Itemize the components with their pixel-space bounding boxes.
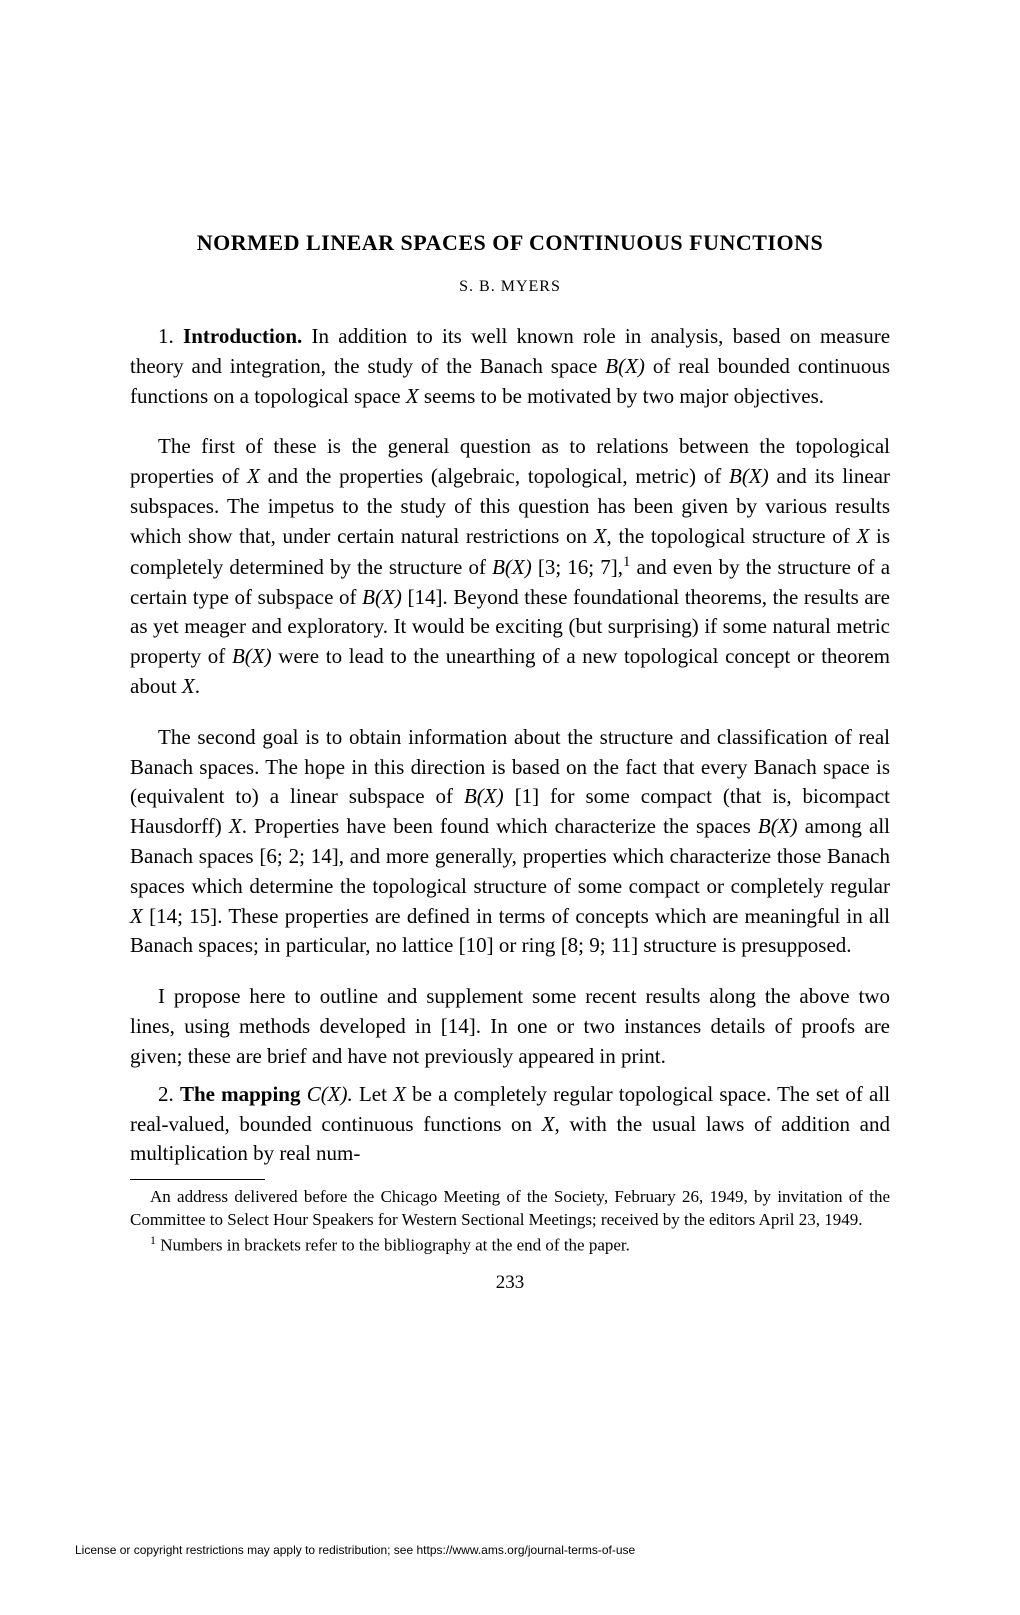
text-fragment: seems to be motivated by two major objec… [419, 384, 824, 408]
footnote-2-text: Numbers in brackets refer to the bibliog… [156, 1236, 630, 1255]
ref-citation: [8; 9; 11] [561, 933, 638, 957]
math-bx: B(X) [729, 464, 769, 488]
ref-citation: [14; 15] [149, 904, 217, 928]
paper-author: S. B. MYERS [130, 278, 890, 296]
footnote-2: 1 Numbers in brackets refer to the bibli… [130, 1232, 890, 1258]
ref-citation: [6; 2; 14] [259, 844, 338, 868]
section-2-number: 2. [158, 1082, 174, 1106]
section-1-paragraph-4: I propose here to outline and supplement… [130, 982, 890, 1071]
section-1-paragraph-3: The second goal is to obtain information… [130, 723, 890, 962]
text-fragment: . Properties have been found which chara… [242, 814, 758, 838]
section-2-heading-math: C(X). [307, 1082, 353, 1106]
ref-citation: [14] [441, 1014, 476, 1038]
math-bx: B(X) [464, 784, 504, 808]
math-x: X [229, 814, 242, 838]
math-x: X [542, 1112, 555, 1136]
math-x: X [130, 904, 143, 928]
section-1-number: 1. [158, 324, 174, 348]
page-number: 233 [130, 1272, 890, 1294]
license-notice: License or copyright restrictions may ap… [75, 1543, 635, 1557]
ref-citation: [3; 16; 7], [538, 555, 623, 579]
section-1-paragraph-2: The first of these is the general questi… [130, 432, 890, 701]
math-bx: B(X) [605, 354, 645, 378]
math-x: X [406, 384, 419, 408]
section-2-heading: The mapping [180, 1082, 301, 1106]
section-1-paragraph-1: 1. Introduction. In addition to its well… [130, 322, 890, 411]
ref-citation: [10] [459, 933, 494, 957]
text-fragment: . [195, 674, 200, 698]
section-2-paragraph-1: 2. The mapping C(X). Let X be a complete… [130, 1080, 890, 1169]
text-fragment: , the topological structure of [607, 524, 857, 548]
math-bx: B(X) [232, 644, 272, 668]
math-x: X [856, 524, 869, 548]
section-1-heading: Introduction. [183, 324, 302, 348]
math-bx: B(X) [758, 814, 798, 838]
page-container: NORMED LINEAR SPACES OF CONTINUOUS FUNCT… [0, 0, 1020, 1615]
footnote-separator [130, 1179, 265, 1180]
math-x: X [182, 674, 195, 698]
text-fragment: and the properties (algebraic, topologic… [260, 464, 729, 488]
math-x: X [247, 464, 260, 488]
ref-citation: [14] [407, 585, 442, 609]
math-x: X [594, 524, 607, 548]
ref-citation: [1] [515, 784, 540, 808]
text-fragment: structure is presupposed. [638, 933, 851, 957]
text-fragment: or ring [494, 933, 561, 957]
paper-title: NORMED LINEAR SPACES OF CONTINUOUS FUNCT… [130, 230, 890, 256]
footnote-1: An address delivered before the Chicago … [130, 1186, 890, 1232]
text-fragment: Let [359, 1082, 393, 1106]
math-x: X [393, 1082, 406, 1106]
math-bx: B(X) [362, 585, 402, 609]
math-bx: B(X) [492, 555, 532, 579]
